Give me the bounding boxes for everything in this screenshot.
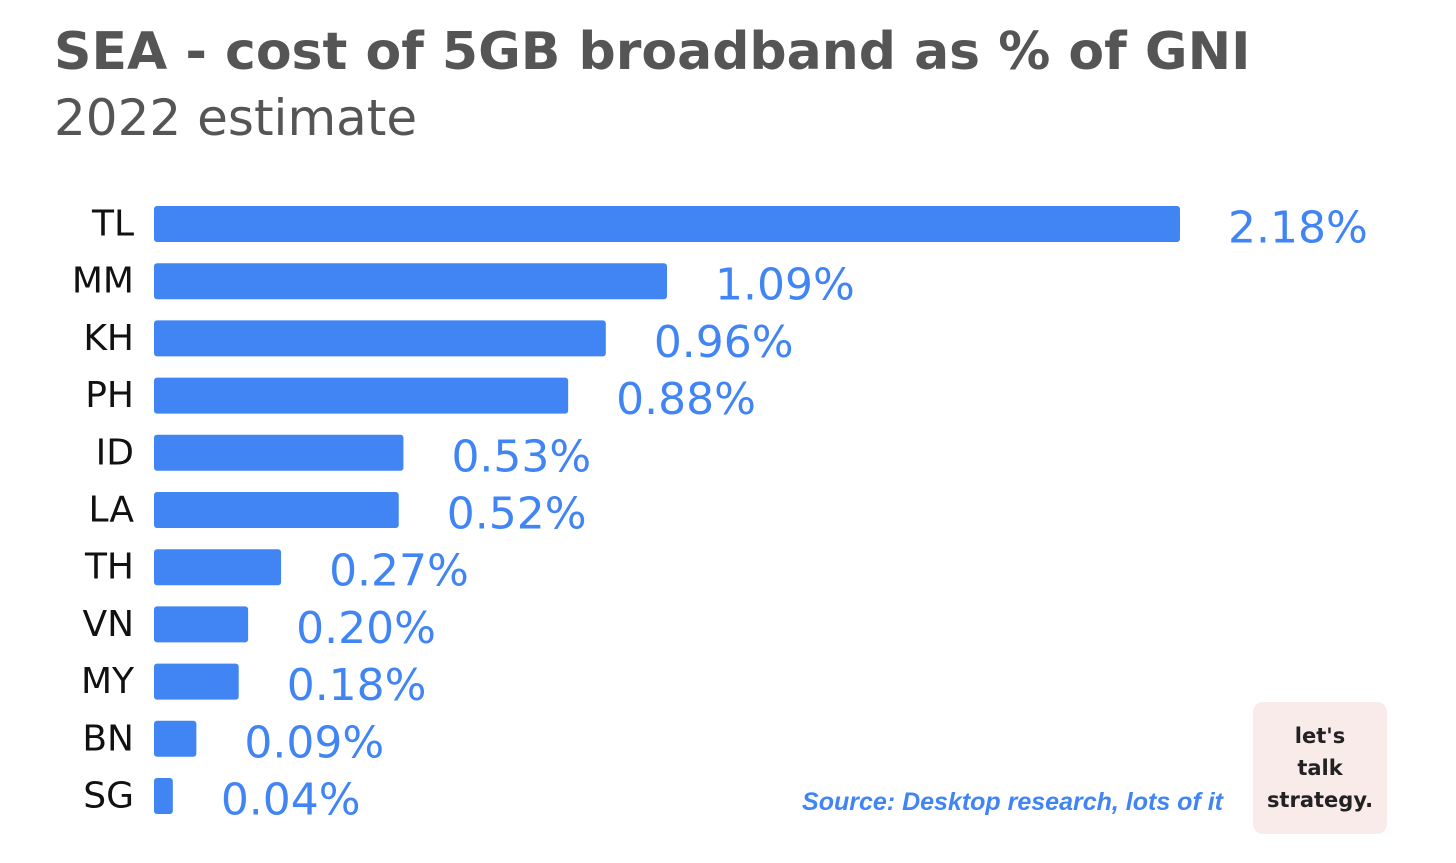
chart-subtitle: 2022 estimate xyxy=(54,89,418,147)
value-label-la: 0.52% xyxy=(447,489,587,540)
bar-tl xyxy=(154,206,1180,242)
logo-line-2: talk xyxy=(1297,756,1343,780)
value-label-bn: 0.09% xyxy=(244,717,384,768)
chart-title: SEA - cost of 5GB broadband as % of GNI xyxy=(54,22,1251,82)
logo-line-1: let's xyxy=(1294,724,1346,748)
value-label-ph: 0.88% xyxy=(616,374,756,425)
value-label-my: 0.18% xyxy=(287,660,427,711)
value-label-tl: 2.18% xyxy=(1228,203,1368,254)
category-label-la: LA xyxy=(88,490,134,531)
value-label-sg: 0.04% xyxy=(221,775,361,826)
bar-mm xyxy=(154,263,667,300)
bar-ph xyxy=(154,377,569,414)
category-label-mm: MM xyxy=(72,261,134,302)
bar-sg xyxy=(154,778,173,814)
category-label-th: TH xyxy=(84,547,134,588)
bars-group xyxy=(154,206,1180,814)
source-note: Source: Desktop research, lots of it xyxy=(802,788,1223,816)
bar-bn xyxy=(154,720,197,757)
bar-vn xyxy=(154,606,249,643)
bar-my xyxy=(154,663,239,700)
bar-la xyxy=(154,492,399,528)
value-label-th: 0.27% xyxy=(329,546,469,597)
bar-th xyxy=(154,549,282,586)
category-label-my: MY xyxy=(81,661,135,702)
value-label-id: 0.53% xyxy=(451,431,591,482)
category-label-tl: TL xyxy=(91,204,134,245)
category-labels: TL MM KH PH ID LA TH VN MY BN SG xyxy=(72,204,135,817)
logo-line-3: strategy. xyxy=(1266,788,1374,812)
value-label-vn: 0.20% xyxy=(296,603,436,654)
bar-id xyxy=(154,434,404,471)
category-label-bn: BN xyxy=(82,718,134,759)
category-label-kh: KH xyxy=(83,318,134,359)
category-label-sg: SG xyxy=(83,776,134,817)
lets-talk-strategy-logo: let's talk strategy. xyxy=(1253,702,1387,834)
category-label-id: ID xyxy=(96,432,134,473)
category-label-ph: PH xyxy=(85,375,134,416)
value-label-mm: 1.09% xyxy=(715,260,855,311)
value-labels: 2.18% 1.09% 0.96% 0.88% 0.53% 0.52% 0.27% 0.20%… xyxy=(221,203,1368,826)
category-label-vn: VN xyxy=(82,604,134,645)
bar-kh xyxy=(154,320,606,357)
value-label-kh: 0.96% xyxy=(654,317,794,368)
